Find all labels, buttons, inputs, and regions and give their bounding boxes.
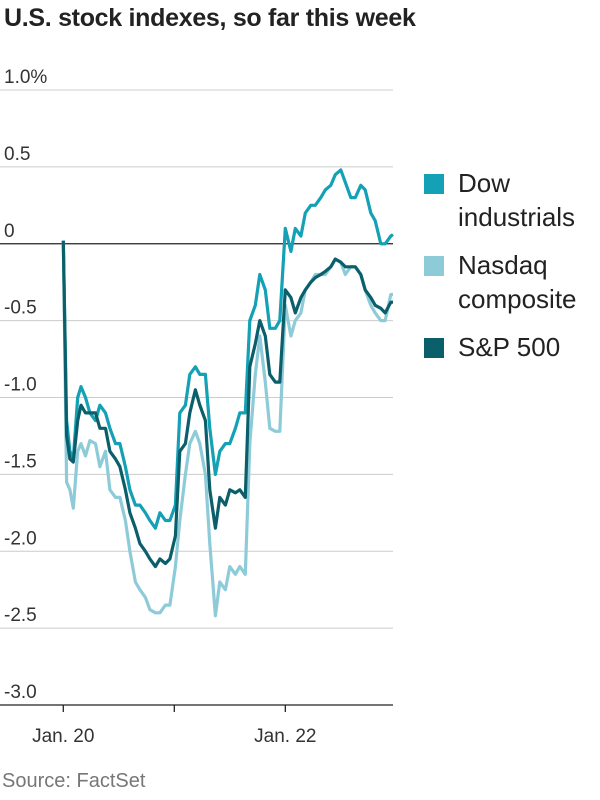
y-tick-label: 0.5	[4, 144, 30, 165]
x-tick-label: Jan. 22	[254, 726, 316, 747]
series-line	[61, 240, 393, 618]
y-tick-label: -2.0	[4, 528, 37, 549]
y-tick-label: -0.5	[4, 298, 37, 319]
legend-item: Dow industrials	[424, 166, 600, 234]
y-tick-label: -1.5	[4, 451, 37, 472]
y-tick-label: -2.5	[4, 605, 37, 626]
legend: Dow industrials Nasdaq composite S&P 500	[424, 166, 600, 378]
series-line	[61, 240, 393, 569]
y-tick-label: -3.0	[4, 682, 37, 703]
legend-swatch	[424, 174, 444, 194]
legend-item: Nasdaq composite	[424, 248, 600, 316]
legend-swatch	[424, 256, 444, 276]
legend-item: S&P 500	[424, 330, 600, 364]
chart-title: U.S. stock indexes, so far this week	[4, 4, 416, 32]
y-tick-label: 1.0%	[4, 67, 47, 88]
series-line	[61, 168, 394, 530]
source-note: Source: FactSet	[2, 770, 146, 792]
x-tick-label: Jan. 20	[32, 726, 94, 747]
y-tick-label: -1.0	[4, 375, 37, 396]
legend-swatch	[424, 338, 444, 358]
y-tick-label: 0	[4, 221, 15, 242]
legend-label: Dow industrials	[458, 168, 576, 232]
legend-label: Nasdaq composite	[458, 250, 577, 314]
legend-label: S&P 500	[458, 332, 561, 362]
